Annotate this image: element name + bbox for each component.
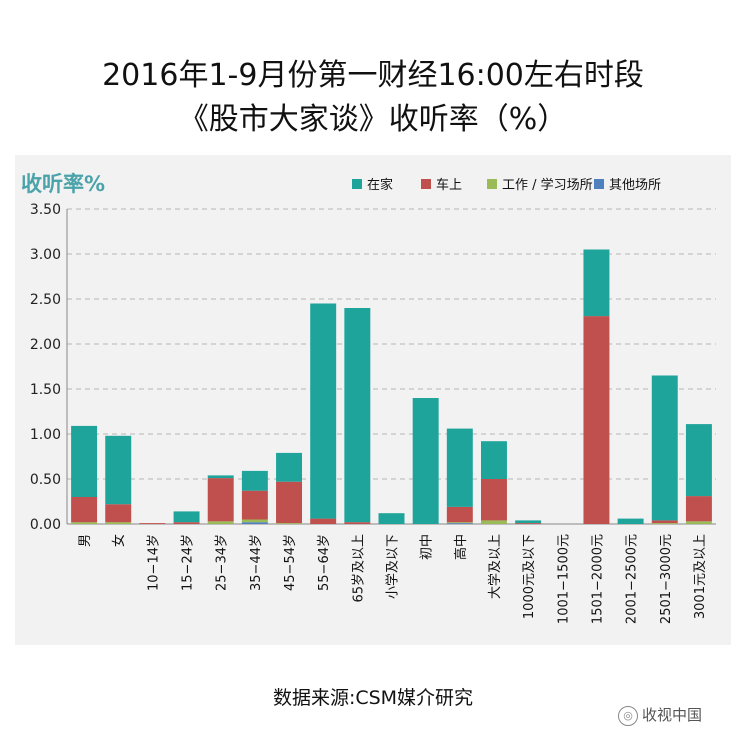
legend-swatch — [487, 179, 497, 189]
legend-label: 工作 / 学习场所 — [502, 177, 593, 193]
chart-panel — [15, 155, 731, 645]
bar-segment — [480, 520, 507, 524]
bar-segment — [583, 316, 610, 524]
x-tick-label: 2501−3000元 — [659, 534, 674, 624]
bar-segment — [241, 519, 268, 523]
bar-segment — [310, 518, 337, 524]
bar-segment — [71, 425, 98, 497]
x-tick-label: 初中 — [420, 534, 435, 560]
bar-segment — [583, 249, 610, 317]
legend-swatch — [352, 179, 362, 189]
bar-segment — [71, 522, 98, 524]
bar-segment — [685, 424, 712, 497]
bar-segment — [617, 518, 644, 524]
legend-swatch — [421, 179, 431, 189]
x-tick-label: 35−44岁 — [249, 534, 264, 591]
bar-segment — [241, 470, 268, 491]
bar-segment — [207, 475, 234, 479]
bar-segment — [276, 452, 303, 482]
bar-segment — [276, 523, 303, 524]
stacked-bar-chart: 收听率% 0.00 0.50 1.00 1.50 2.00 2.50 3.00 3.50 男 女 10… — [21, 172, 716, 624]
bar-segment — [173, 511, 200, 523]
watermark: ◎ 收视中国 — [618, 704, 702, 726]
bar-segment — [446, 428, 473, 507]
bar-segment — [139, 523, 166, 524]
bar-segment — [685, 521, 712, 524]
bar-segment — [515, 520, 542, 524]
bar-segment — [276, 481, 303, 524]
bar-segment — [480, 479, 507, 521]
legend-swatch — [594, 179, 604, 189]
bar-segment — [446, 522, 473, 524]
chart-title-line2: 《股市大家谈》收听率（%） — [178, 102, 568, 137]
bar-segment — [344, 522, 371, 524]
y-axis-label: 收听率% — [21, 172, 105, 196]
bar-segment — [651, 523, 678, 524]
bar-segment — [344, 308, 371, 523]
bar-segment — [446, 523, 473, 524]
x-tick-label: 高中 — [453, 534, 469, 560]
data-source: 数据来源:CSM媒介研究 — [272, 687, 474, 709]
x-tick-label: 大学及以上 — [487, 534, 503, 599]
bar-segment — [105, 504, 132, 523]
bar-segment — [105, 522, 132, 524]
x-tick-label: 65岁及以上 — [351, 534, 366, 603]
y-tick-label: 1.50 — [30, 382, 61, 398]
wechat-icon: ◎ — [618, 705, 638, 726]
x-tick-label: 1001−1500元 — [556, 534, 571, 624]
y-tick-label: 3.50 — [30, 202, 61, 218]
y-tick-label: 2.00 — [30, 337, 61, 353]
bar-segment — [173, 522, 200, 524]
chart-title-line1: 2016年1-9月份第一财经16:00左右时段 — [102, 58, 644, 93]
bar-segment — [446, 506, 473, 523]
y-tick-label: 2.50 — [30, 292, 61, 308]
bar-segment — [515, 523, 542, 524]
bar-segment — [685, 496, 712, 522]
y-tick-label: 0.50 — [30, 472, 61, 488]
bar-segment — [105, 435, 132, 505]
x-tick-label: 小学及以下 — [385, 534, 401, 599]
x-tick-label: 2001−2500元 — [625, 534, 640, 624]
x-tick-label: 55−64岁 — [317, 534, 332, 591]
x-tick-label: 1000元及以下 — [522, 534, 537, 619]
bar-segment — [480, 441, 507, 479]
x-tick-label: 10−14岁 — [146, 534, 161, 591]
x-tick-label: 15−24岁 — [181, 534, 196, 591]
y-tick-label: 1.00 — [30, 427, 61, 443]
watermark-text: 收视中国 — [642, 706, 703, 724]
x-tick-label: 男 — [78, 534, 93, 547]
bar-segment — [207, 478, 234, 522]
bar-segment — [310, 303, 337, 519]
legend-label: 在家 — [367, 177, 393, 193]
bar-segment — [378, 513, 405, 524]
y-tick-label: 0.00 — [30, 517, 61, 533]
bar-segment — [651, 375, 678, 521]
y-tick-label: 3.00 — [30, 247, 61, 263]
x-tick-label: 25−34岁 — [215, 534, 230, 591]
x-tick-label: 1501−2000元 — [590, 534, 605, 624]
x-tick-label: 45−54岁 — [283, 534, 298, 591]
bar-segment — [71, 497, 98, 523]
legend-label: 车上 — [436, 177, 462, 193]
bar-segment — [651, 520, 678, 524]
bar-segment — [412, 398, 439, 524]
x-tick-label: 女 — [111, 534, 127, 547]
bar-segment — [207, 521, 234, 524]
bar-segment — [241, 490, 268, 520]
x-tick-label: 3001元及以上 — [693, 534, 708, 619]
bar-segment — [241, 522, 268, 524]
legend-label: 其他场所 — [609, 178, 661, 193]
